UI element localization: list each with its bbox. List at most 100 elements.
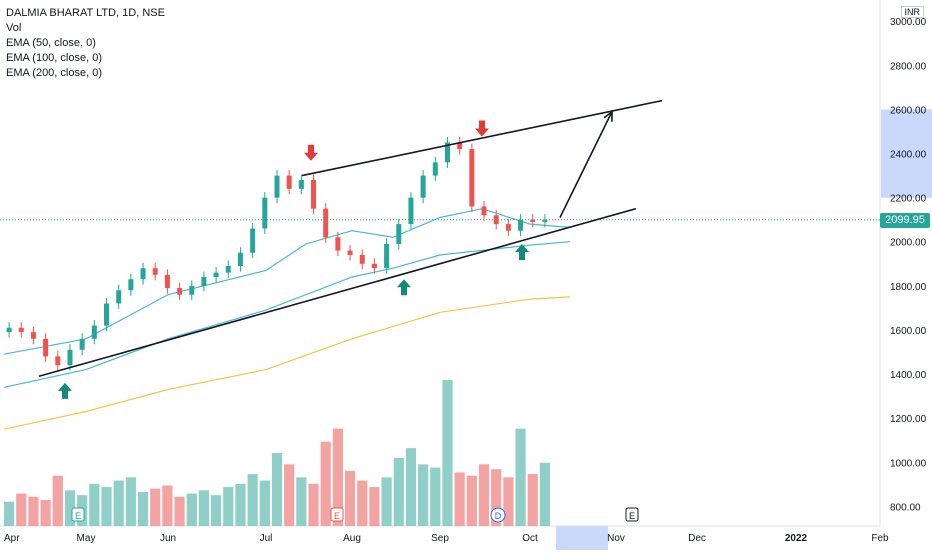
volume-bar	[271, 453, 283, 526]
candle-body	[311, 180, 317, 209]
candle-body	[347, 250, 353, 255]
volume-bar	[4, 501, 15, 526]
event-marker-label: E	[75, 511, 81, 521]
volume-bar	[174, 496, 185, 526]
volume-bar	[52, 475, 63, 526]
volume-bar	[259, 480, 270, 526]
volume-bar	[150, 488, 161, 526]
volume-bar	[284, 464, 295, 526]
candle-body	[481, 206, 487, 216]
candle-body	[444, 142, 450, 163]
projection-arrowhead	[603, 109, 613, 122]
candle-body	[116, 290, 122, 304]
arrow-up-marker	[515, 243, 529, 260]
candle-body	[55, 356, 61, 366]
arrow-up-marker	[397, 279, 411, 296]
currency-badge[interactable]: INR	[900, 6, 924, 18]
candle-body	[432, 162, 438, 176]
candle-body	[201, 277, 207, 286]
volume-bar	[332, 428, 343, 526]
arrow-up-marker	[58, 382, 72, 399]
volume-bar	[515, 428, 526, 526]
volume-bar	[478, 464, 490, 526]
earnings-marker	[330, 507, 344, 522]
volume-bar	[162, 485, 173, 526]
legend-ema-100[interactable]: EMA (100, close, 0)	[6, 52, 102, 64]
candle-body	[43, 338, 49, 357]
ema-100-line	[3, 241, 571, 388]
candle-body	[140, 268, 146, 280]
volume-bar	[454, 472, 465, 526]
volume-bar	[430, 467, 441, 526]
candle-body	[359, 254, 365, 264]
legend-ema-50[interactable]: EMA (50, close, 0)	[6, 37, 96, 49]
volume-bar	[308, 483, 319, 526]
candle-body	[67, 349, 73, 366]
arrow-down-marker	[304, 144, 318, 161]
candle-body	[518, 219, 524, 231]
ema-200-line	[3, 296, 571, 430]
y-tick-label: 2000.00	[890, 238, 927, 249]
volume-bar	[320, 441, 331, 526]
candle-body	[286, 175, 292, 189]
candle-body	[30, 332, 36, 339]
trendline-lower-channel	[38, 207, 637, 378]
y-tick-label: 2400.00	[890, 150, 927, 161]
candle-body	[128, 279, 134, 291]
volume-bar	[113, 480, 124, 526]
legend-ema-200[interactable]: EMA (200, close, 0)	[6, 67, 102, 79]
volume-bar	[64, 490, 76, 526]
y-tick-label: 2200.00	[890, 194, 927, 205]
x-tick-label: Sep	[431, 533, 449, 544]
y-tick-label: 3000.00	[890, 17, 927, 28]
candle-body	[262, 197, 268, 229]
volume-bar	[101, 487, 112, 526]
volume-bar	[344, 470, 356, 526]
volume-bar	[223, 487, 234, 526]
ema-50-line	[3, 208, 571, 355]
volume-bar	[186, 493, 197, 526]
candle-body	[189, 285, 195, 295]
volume-bar	[211, 495, 222, 526]
candle-body	[91, 325, 97, 339]
candle-body	[250, 228, 256, 253]
volume-bar	[296, 477, 307, 526]
candle-body	[177, 288, 183, 295]
candle-body	[335, 237, 341, 251]
volume-bar	[357, 480, 368, 526]
legend-volume[interactable]: Vol	[6, 22, 22, 34]
volume-bar	[405, 448, 417, 526]
candle-body	[323, 208, 329, 238]
x-tick-label: Jun	[160, 533, 176, 544]
y-tick-label: 1800.00	[890, 282, 927, 293]
volume-bar	[369, 487, 380, 526]
x-tick-label: 2022	[785, 533, 808, 544]
y-tick-label: 2800.00	[890, 61, 927, 72]
x-tick-label: Nov	[607, 533, 625, 544]
volume-bar	[28, 496, 39, 526]
earnings-marker	[625, 507, 639, 522]
volume-bar	[125, 477, 136, 526]
x-tick-label: Apr	[4, 533, 20, 544]
candle-body	[396, 224, 402, 244]
volume-bar	[393, 457, 404, 526]
candle-body	[213, 272, 219, 278]
candle-body	[164, 274, 170, 289]
event-marker-label: E	[629, 511, 635, 521]
x-tick-label: Aug	[343, 533, 361, 544]
volume-bar	[381, 477, 392, 526]
volume-bar	[418, 464, 429, 526]
current-price-label: 2099.95	[880, 212, 930, 228]
y-tick-label: 1600.00	[890, 326, 927, 337]
event-marker-label: D	[495, 511, 502, 521]
volume-bar	[16, 493, 27, 526]
candle-body	[237, 252, 243, 266]
dividend-marker	[490, 507, 506, 523]
volume-bar	[40, 500, 51, 526]
arrow-down-marker	[475, 120, 489, 137]
time-range-highlight	[556, 526, 608, 550]
volume-bar	[235, 483, 246, 526]
volume-bar	[198, 490, 210, 526]
axis-range-highlight	[881, 109, 932, 198]
